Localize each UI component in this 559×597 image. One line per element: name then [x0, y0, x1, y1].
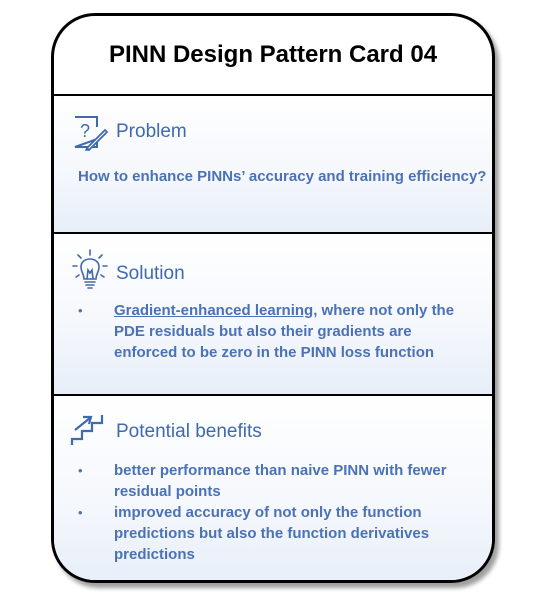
solution-section: [54, 234, 492, 394]
divider: [54, 232, 492, 234]
bullet: •: [78, 463, 83, 478]
benefits-heading: Potential benefits: [116, 421, 262, 442]
benefit-text: better performance than naive PINN with …: [114, 462, 447, 500]
stairs-arrow-icon: [70, 415, 104, 445]
problem-section: [54, 96, 492, 232]
list-item: • improved accuracy of not only the func…: [78, 502, 464, 565]
list-item: • better performance than naive PINN wit…: [78, 460, 464, 502]
solution-highlight: Gradient-enhanced learning: [114, 302, 314, 319]
benefits-list: • better performance than naive PINN wit…: [78, 460, 464, 565]
bullet: •: [78, 303, 83, 318]
question-document-icon: ?: [74, 116, 108, 151]
solution-heading: Solution: [116, 263, 185, 284]
bullet: •: [78, 505, 83, 520]
list-item: • Gradient-enhanced learning, where not …: [78, 300, 464, 363]
benefit-text: improved accuracy of not only the functi…: [114, 504, 430, 563]
problem-text: How to enhance PINNs’ accuracy and train…: [78, 168, 487, 185]
solution-text: , where not only the PDE residuals but a…: [114, 302, 455, 361]
divider: [54, 394, 492, 396]
problem-heading: Problem: [116, 121, 187, 142]
solution-list: • Gradient-enhanced learning, where not …: [78, 300, 464, 363]
divider: [54, 94, 492, 96]
benefits-section: [54, 396, 492, 580]
lightbulb-icon: [72, 249, 108, 289]
svg-text:?: ?: [80, 121, 90, 141]
design-pattern-card: PINN Design Pattern Card 04 ? Problem Ho…: [51, 13, 495, 583]
card-title: PINN Design Pattern Card 04: [108, 41, 438, 68]
